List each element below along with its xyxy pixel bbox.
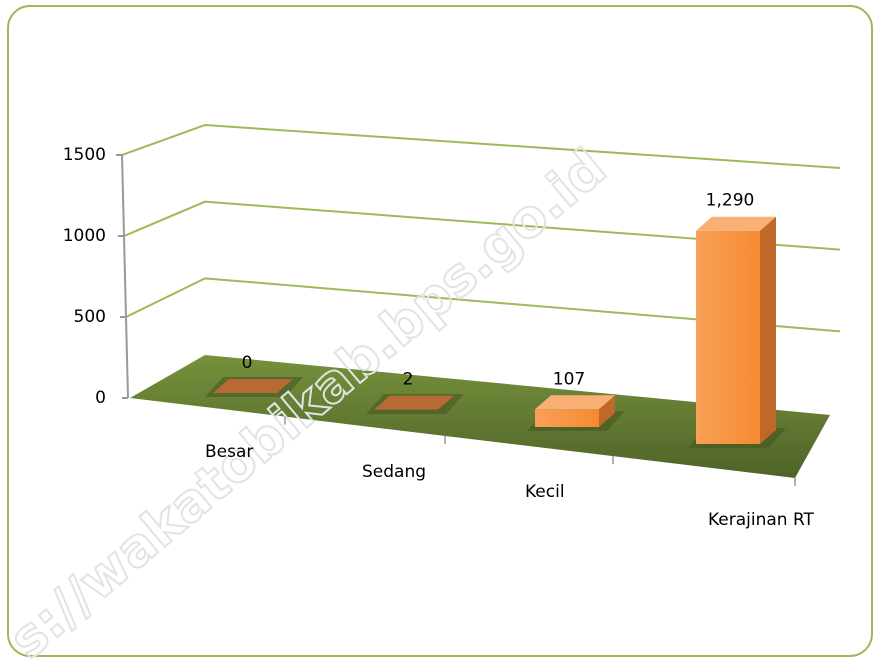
y-tick-label: 0 [95, 388, 106, 408]
bar [205, 377, 303, 397]
value-label: 1,290 [706, 191, 755, 211]
x-tick-label: Kecil [525, 482, 565, 502]
bar [366, 394, 464, 414]
value-label: 2 [403, 370, 414, 390]
value-label: 0 [242, 353, 253, 373]
bar-top [374, 395, 454, 410]
grid-line [123, 200, 841, 251]
y-tick-label: 1500 [63, 145, 106, 165]
y-tick-label: 500 [74, 307, 106, 327]
bar-side [760, 216, 776, 444]
frame [7, 5, 873, 657]
bar [527, 395, 625, 431]
x-tick-label: Kerajinan RT [708, 510, 815, 530]
y-tick-label: 1000 [63, 226, 106, 246]
y-axis [121, 154, 129, 399]
value-label: 107 [553, 369, 585, 389]
bar-top [535, 395, 615, 410]
x-tick-label: Besar [205, 442, 253, 462]
bar-front [696, 230, 760, 444]
bar [688, 216, 786, 448]
grid-line [125, 277, 841, 333]
bar-top [213, 379, 293, 393]
grid-line [121, 123, 841, 169]
x-tick-label: Sedang [362, 462, 426, 482]
floor [130, 355, 830, 478]
bar-front [535, 409, 599, 427]
bar-side [599, 395, 615, 427]
bar-top [696, 216, 776, 231]
